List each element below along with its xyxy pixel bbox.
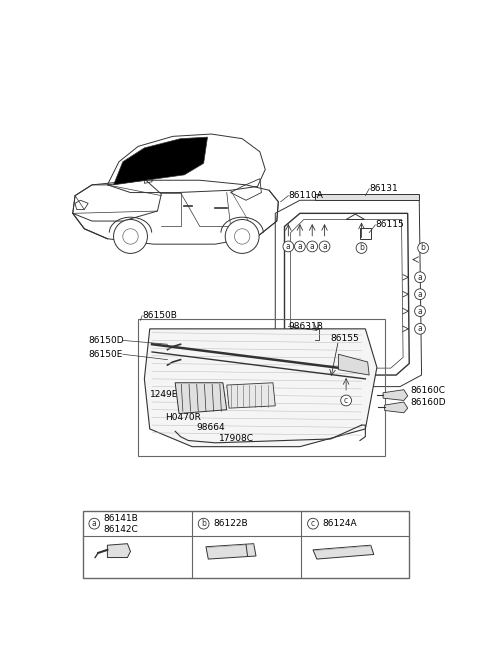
Circle shape (415, 306, 425, 316)
Text: a: a (418, 307, 422, 316)
Text: 1249EB: 1249EB (150, 390, 184, 399)
Polygon shape (383, 390, 408, 400)
Polygon shape (180, 339, 196, 348)
Text: b: b (420, 244, 426, 252)
Circle shape (295, 241, 305, 252)
Text: 86154G: 86154G (230, 390, 266, 399)
Text: 86160D: 86160D (411, 398, 446, 407)
Polygon shape (227, 383, 275, 408)
Circle shape (415, 272, 425, 283)
Polygon shape (180, 354, 194, 364)
Text: 86141B
86142C: 86141B 86142C (104, 514, 138, 534)
Circle shape (89, 518, 100, 529)
Circle shape (308, 518, 318, 529)
Polygon shape (108, 544, 131, 557)
Polygon shape (315, 194, 419, 200)
Text: c: c (344, 396, 348, 405)
Circle shape (418, 242, 429, 253)
Text: 86131: 86131 (369, 184, 398, 193)
Polygon shape (206, 544, 256, 559)
Text: 86150E: 86150E (88, 350, 122, 359)
Text: a: a (322, 242, 327, 251)
Circle shape (415, 289, 425, 299)
Text: b: b (359, 244, 364, 252)
Text: 98664: 98664 (196, 423, 225, 432)
Text: 86122B: 86122B (213, 519, 248, 528)
Text: 86115: 86115 (375, 220, 404, 229)
Circle shape (356, 242, 367, 253)
Text: 86160C: 86160C (411, 386, 446, 395)
Circle shape (341, 395, 351, 406)
Polygon shape (313, 545, 374, 559)
Text: a: a (418, 324, 422, 333)
Text: 86124A: 86124A (322, 519, 357, 528)
Text: a: a (286, 242, 291, 251)
Circle shape (415, 324, 425, 334)
Text: a: a (92, 519, 96, 528)
Circle shape (283, 241, 294, 252)
Text: b: b (201, 519, 206, 528)
Text: 98631B: 98631B (288, 322, 323, 331)
Text: a: a (418, 290, 422, 299)
Text: a: a (298, 242, 302, 251)
Text: 17908A: 17908A (230, 400, 265, 409)
Text: 86150B: 86150B (142, 311, 177, 320)
Polygon shape (338, 354, 369, 375)
Text: a: a (310, 242, 314, 251)
Text: H0470R: H0470R (165, 413, 201, 422)
Circle shape (307, 241, 318, 252)
Circle shape (114, 219, 147, 253)
Text: 86110A: 86110A (288, 191, 323, 200)
Text: a: a (418, 272, 422, 282)
Text: 17908C: 17908C (219, 434, 254, 443)
Text: 86155: 86155 (331, 334, 360, 343)
Text: c: c (311, 519, 315, 528)
Polygon shape (384, 402, 408, 413)
Circle shape (319, 241, 330, 252)
Polygon shape (144, 329, 377, 447)
Circle shape (198, 518, 209, 529)
Polygon shape (114, 137, 207, 185)
Circle shape (225, 219, 259, 253)
Text: 86150D: 86150D (88, 336, 124, 345)
Polygon shape (175, 383, 227, 413)
